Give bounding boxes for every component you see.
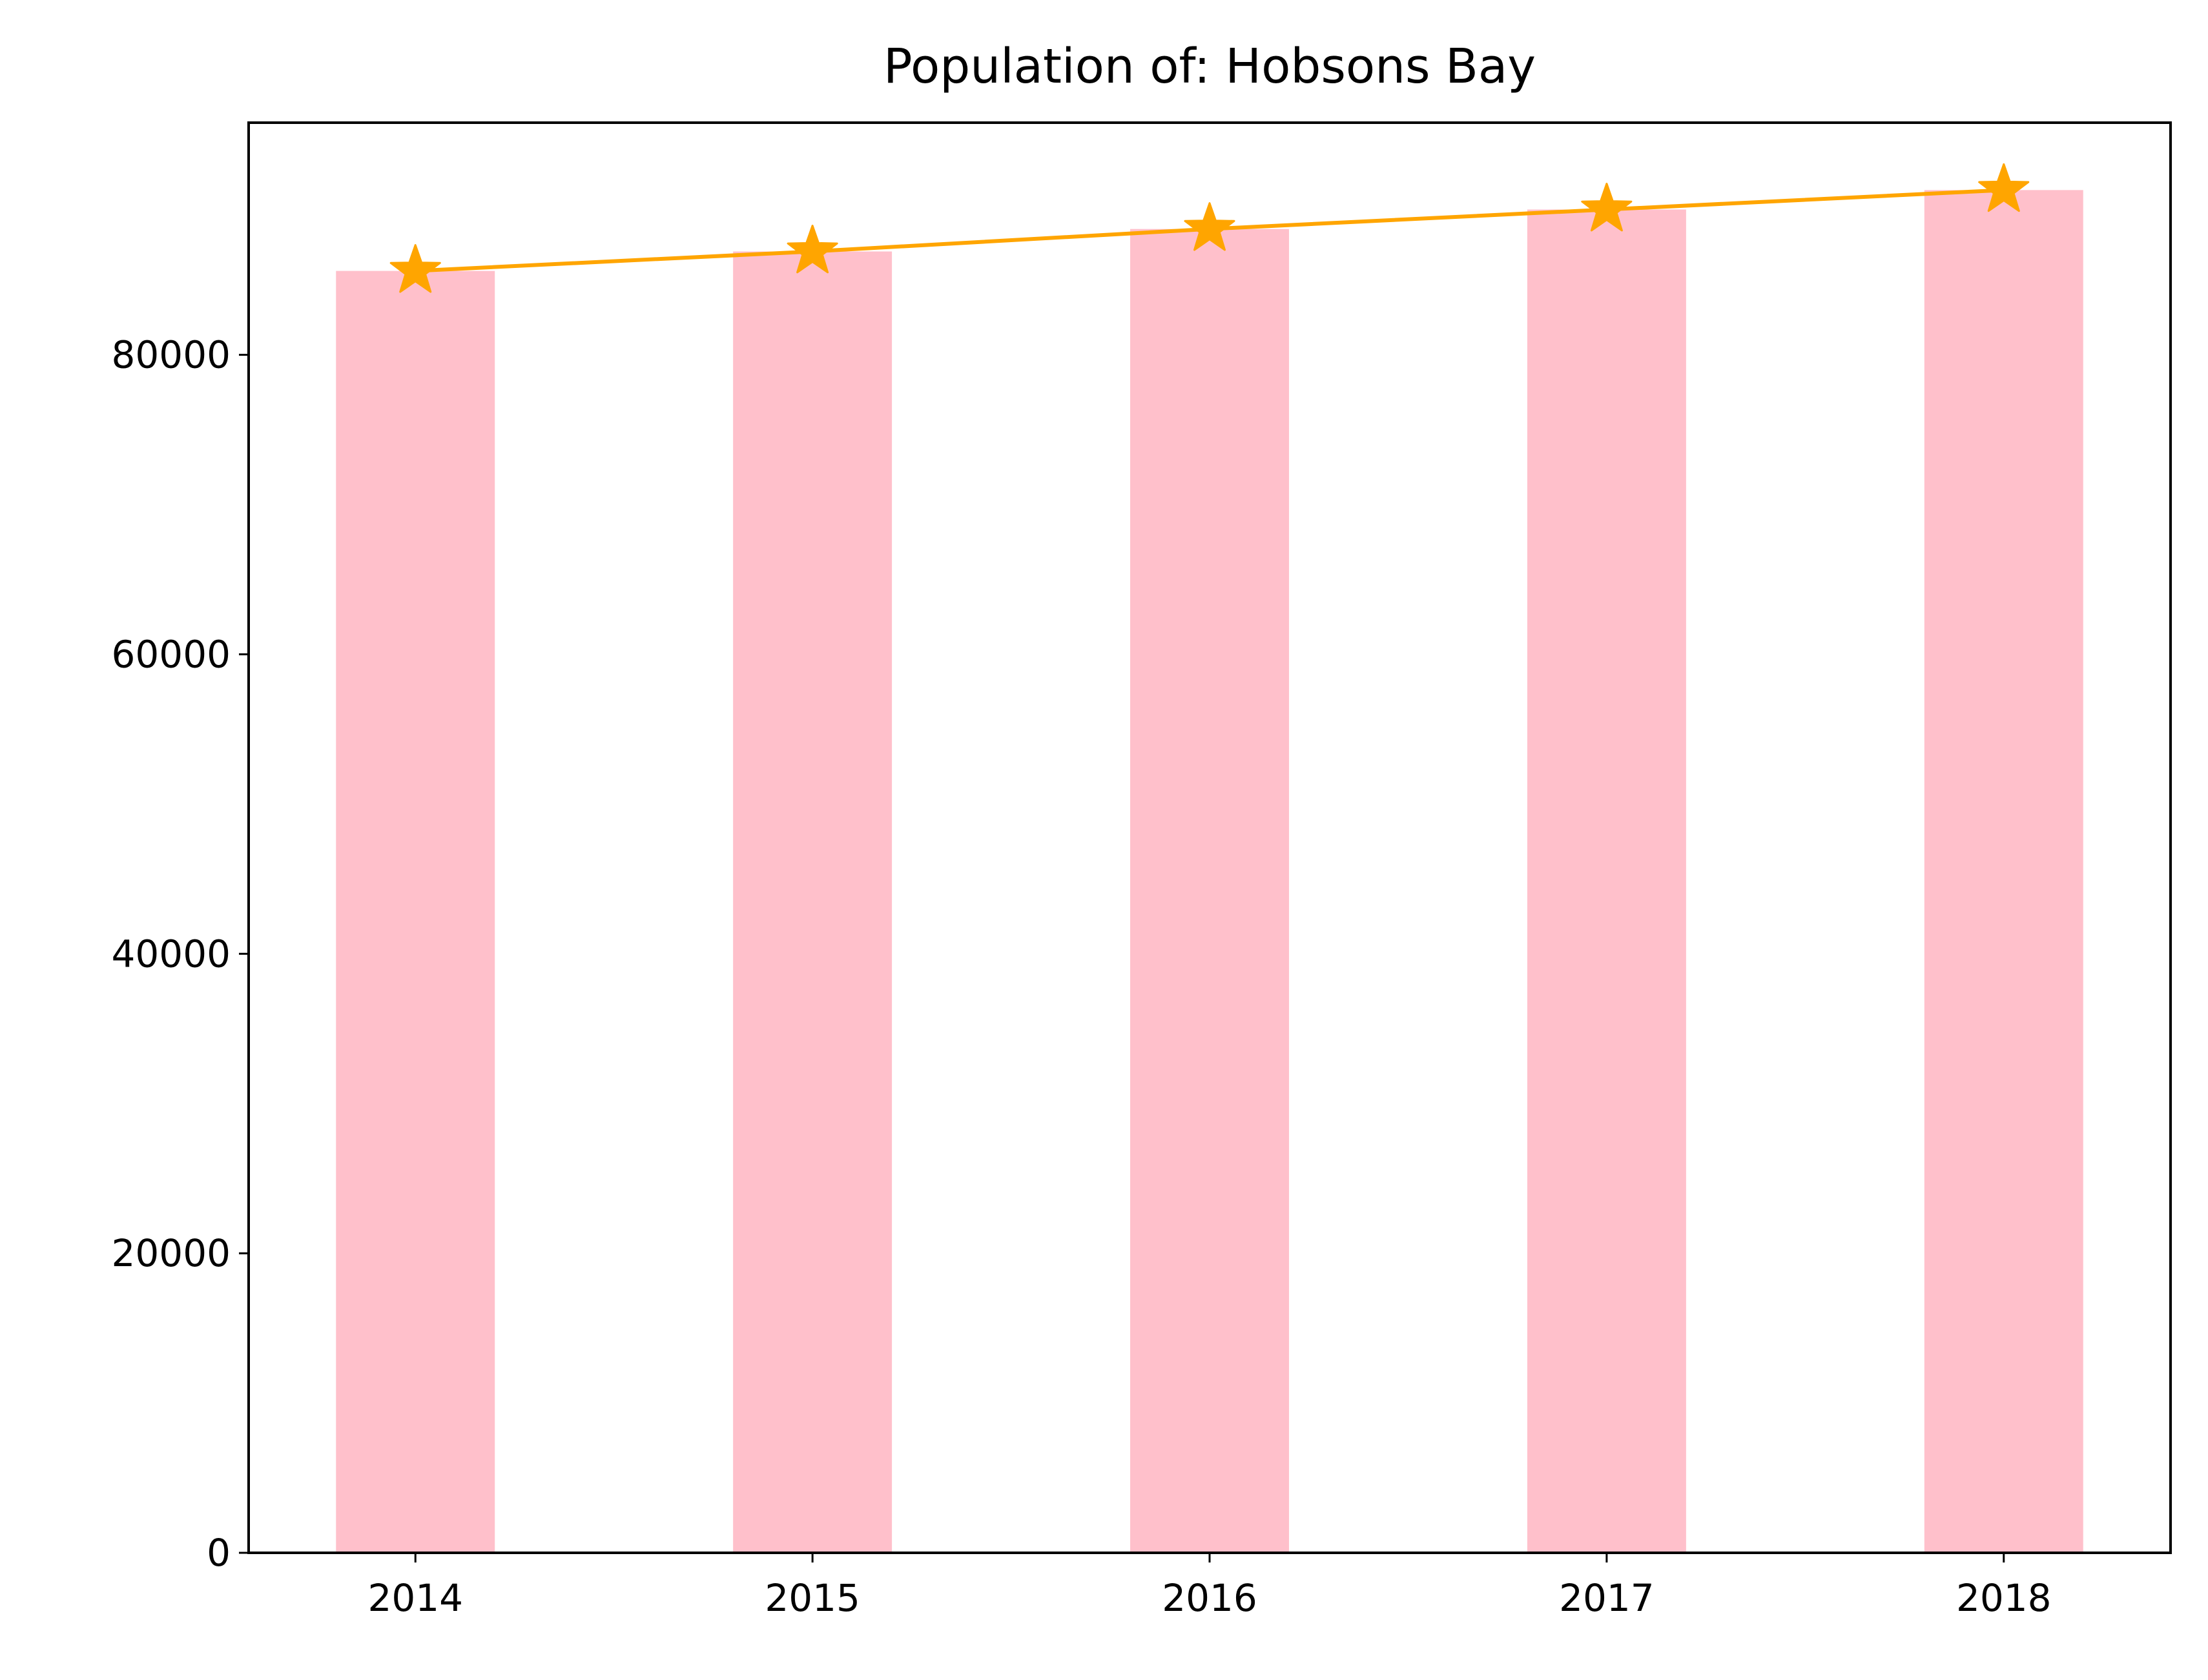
star-marker-2014 <box>389 244 441 293</box>
x-tick-label: 2015 <box>765 1576 860 1620</box>
bar-2017 <box>1527 209 1686 1553</box>
y-tick-label: 40000 <box>111 932 231 976</box>
star-marker-2016 <box>1184 202 1235 251</box>
y-tick-label: 60000 <box>111 632 231 676</box>
bar-2015 <box>733 251 892 1553</box>
bar-2014 <box>336 271 495 1553</box>
bar-2016 <box>1130 229 1289 1553</box>
chart-title: Population of: Hobsons Bay <box>883 39 1536 94</box>
y-tick-label: 0 <box>207 1531 231 1575</box>
y-axis: 0 20000 40000 60000 80000 <box>111 333 249 1575</box>
star-marker-2017 <box>1581 183 1633 232</box>
markers-layer <box>389 163 2030 293</box>
bars-layer <box>336 190 2083 1553</box>
x-tick-label: 2018 <box>1956 1576 2052 1620</box>
bar-2018 <box>1924 190 2083 1553</box>
x-tick-label: 2017 <box>1559 1576 1655 1620</box>
y-tick-label: 20000 <box>111 1231 231 1275</box>
star-marker-2018 <box>1978 163 2030 212</box>
x-tick-label: 2016 <box>1162 1576 1257 1620</box>
star-marker-2015 <box>787 225 838 274</box>
y-tick-label: 80000 <box>111 333 231 377</box>
x-axis: 2014 2015 2016 2017 2018 <box>367 1553 2052 1620</box>
x-tick-label: 2014 <box>367 1576 463 1620</box>
